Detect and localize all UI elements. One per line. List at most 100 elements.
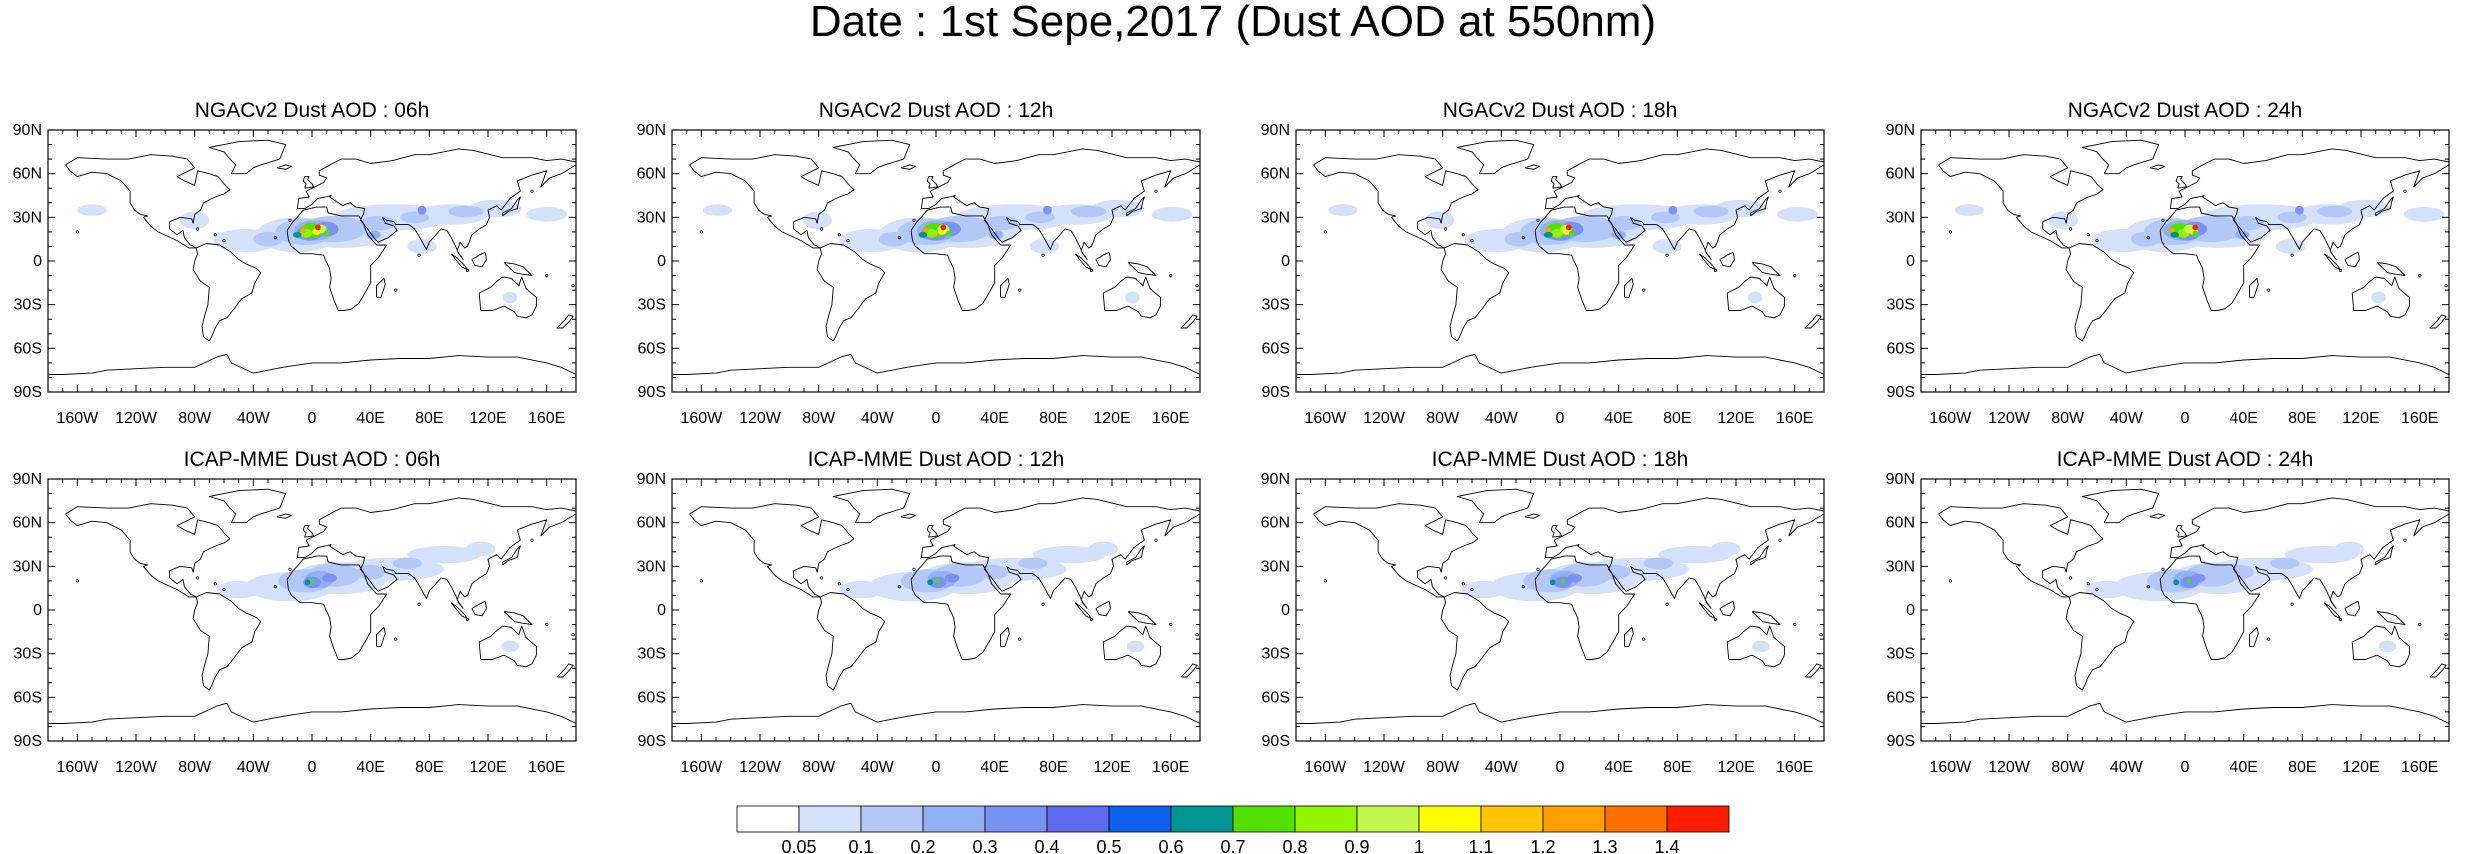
aod-contour — [2371, 291, 2386, 304]
island — [846, 588, 850, 592]
lon-tick-label: 40E — [980, 410, 1008, 427]
aod-contour — [2130, 231, 2161, 247]
lon-tick-label: 40W — [2110, 759, 2144, 776]
lat-tick-label: 60N — [13, 166, 42, 183]
coastline-africa — [1534, 555, 1636, 660]
coastline-newguinea — [1751, 611, 1781, 626]
coastline-madagascar — [1624, 627, 1634, 647]
lon-tick-label: 120W — [1363, 759, 1406, 776]
lon-tick-label: 80E — [1039, 759, 1067, 776]
map-frame — [1295, 478, 1825, 742]
panel-title: ICAP-MME Dust AOD : 18h — [1432, 448, 1689, 471]
island — [2161, 218, 2165, 222]
island — [1444, 576, 1448, 580]
island — [837, 582, 841, 586]
lat-tick-label: 90S — [14, 733, 42, 750]
colorbar-box — [798, 805, 862, 833]
lat-tick-label: 90N — [13, 471, 42, 488]
lon-tick-label: 160E — [528, 759, 565, 776]
island — [2086, 233, 2090, 237]
coastline-antarctica — [1921, 702, 2449, 724]
island — [2095, 239, 2099, 243]
aod-contour — [1504, 231, 1534, 247]
map-frame — [1295, 129, 1825, 393]
coastline-antarctica — [1921, 353, 2449, 375]
aod-contour — [323, 230, 330, 237]
island — [2267, 288, 2271, 292]
coastline-eurasia — [920, 497, 1200, 609]
coastline-antarctica — [1296, 353, 1824, 375]
aod-contour — [2224, 564, 2254, 580]
aod-contour — [935, 578, 940, 584]
coastline-japan — [502, 196, 521, 217]
lon-tick-label: 120E — [469, 759, 506, 776]
aod-contour — [300, 227, 307, 234]
lat-tick-label: 60N — [637, 166, 666, 183]
coastline-borneo — [2344, 600, 2360, 617]
island — [820, 227, 824, 231]
aod-contour — [1711, 541, 1741, 557]
lon-tick-label: 120E — [1717, 410, 1754, 427]
lon-tick-label: 0 — [2181, 410, 2190, 427]
lat-tick-label: 60S — [1887, 689, 1915, 706]
coastline-eurasia — [1544, 148, 1824, 260]
lat-tick-label: 60S — [14, 689, 42, 706]
lon-tick-label: 120E — [2342, 759, 2379, 776]
lat-tick-label: 60N — [637, 515, 666, 532]
lon-tick-label: 80W — [178, 410, 212, 427]
coastline-africa — [1534, 206, 1636, 311]
lon-tick-label: 80W — [802, 759, 836, 776]
map-panel: 90N 60N 30N 0 30S 60S 90S 160W 120W 80W 40W 0 40E 80E… — [1261, 448, 1825, 776]
lon-tick-label: 0 — [1556, 410, 1565, 427]
colorbar-box — [1232, 805, 1296, 833]
lon-tick-label: 160W — [1929, 410, 1972, 427]
island — [897, 236, 901, 240]
coastline-eurasia — [2169, 497, 2449, 609]
island — [1041, 602, 1045, 606]
coastline-newzealand — [2429, 314, 2447, 329]
aod-contour — [702, 204, 733, 216]
lon-tick-label: 40E — [2229, 759, 2257, 776]
island — [2161, 567, 2165, 571]
coastline-namerica — [689, 503, 855, 598]
aod-contour — [2048, 211, 2078, 229]
coastline-newzealand — [556, 663, 574, 678]
lon-tick-label: 40W — [1485, 410, 1519, 427]
lon-tick-label: 0 — [308, 410, 317, 427]
island — [1665, 253, 1669, 257]
lon-tick-label: 80W — [1426, 759, 1460, 776]
coastline-sumatra — [450, 253, 468, 271]
island — [75, 579, 79, 583]
island — [545, 623, 549, 627]
lon-tick-label: 160W — [1304, 410, 1347, 427]
island — [1444, 227, 1448, 231]
coastline-australia — [1102, 276, 1161, 319]
map-frame — [671, 478, 1201, 742]
lon-tick-label: 120W — [115, 759, 158, 776]
lat-tick-label: 90S — [14, 384, 42, 401]
colorbar-box — [1108, 805, 1172, 833]
colorbar-box — [984, 805, 1048, 833]
coastline-britain — [302, 525, 314, 538]
island — [530, 538, 534, 542]
aod-contour — [1652, 239, 1682, 254]
lon-tick-label: 80E — [1663, 759, 1691, 776]
island — [1665, 602, 1669, 606]
lon-tick-label: 160W — [1929, 759, 1972, 776]
aod-contour — [322, 573, 337, 583]
lat-tick-label: 30S — [638, 646, 666, 663]
coastline-britain — [2175, 525, 2187, 538]
coastline-greenland — [1456, 139, 1535, 175]
colorbar-label: 1.4 — [1654, 837, 1679, 854]
island — [1018, 637, 1022, 641]
lat-tick-label: 0 — [1281, 602, 1290, 619]
aod-contour — [2168, 227, 2175, 234]
coastline-samerica — [2065, 243, 2135, 342]
coastline-iceland — [2149, 164, 2165, 170]
coastline-newzealand — [1180, 663, 1198, 678]
island — [1195, 284, 1199, 288]
aod-contour — [466, 541, 496, 557]
island — [820, 576, 824, 580]
lat-tick-label: 60S — [14, 340, 42, 357]
lat-tick-label: 0 — [1281, 253, 1290, 270]
